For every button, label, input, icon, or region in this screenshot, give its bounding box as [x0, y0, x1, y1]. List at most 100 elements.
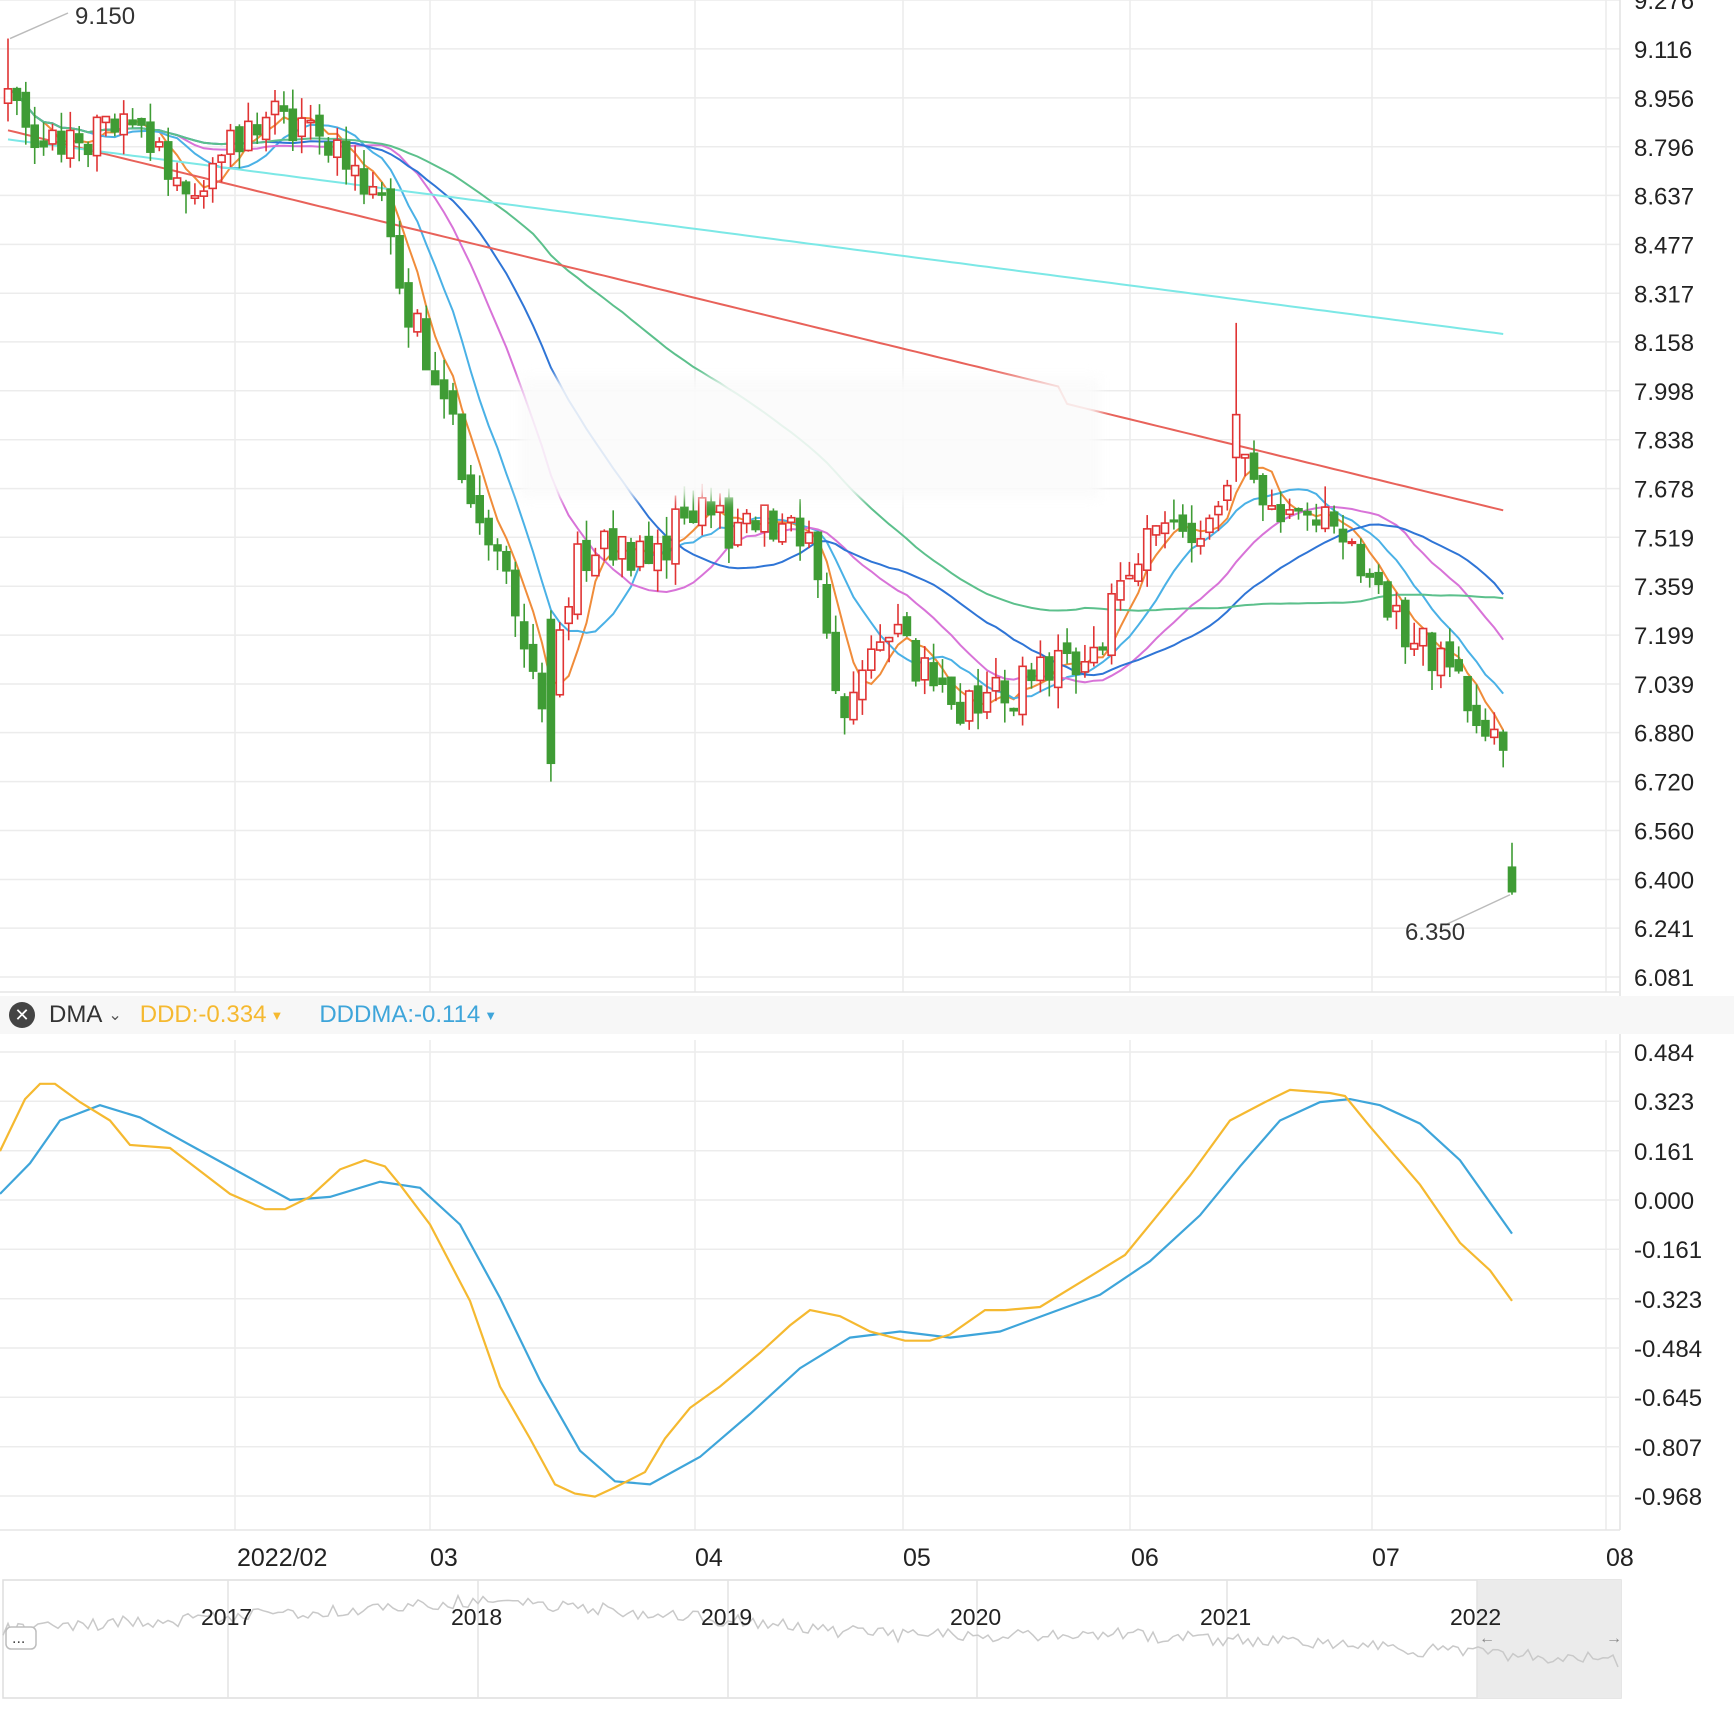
candle-up[interactable] [982, 691, 992, 713]
candle-up[interactable] [1347, 541, 1357, 545]
candle-up[interactable] [875, 641, 885, 651]
candle-down[interactable] [1463, 675, 1472, 712]
candle-down[interactable] [840, 696, 849, 719]
candle-down[interactable] [457, 413, 467, 481]
candle-down[interactable] [1178, 514, 1188, 532]
candle-down[interactable] [341, 140, 351, 170]
candle-down[interactable] [528, 643, 538, 672]
candle-down[interactable] [1098, 646, 1107, 651]
candle-down[interactable] [955, 701, 965, 724]
candle-up[interactable] [849, 691, 858, 721]
candle-up[interactable] [217, 154, 226, 163]
candle-up[interactable] [742, 512, 752, 525]
candle-up[interactable] [777, 523, 787, 543]
candle-up[interactable] [866, 648, 876, 671]
candle-down[interactable] [110, 118, 120, 133]
candle-down[interactable] [1294, 508, 1303, 512]
candle-down[interactable] [181, 181, 191, 195]
candle-up[interactable] [1160, 522, 1170, 535]
candle-down[interactable] [519, 621, 529, 650]
candle-up[interactable] [573, 543, 582, 616]
candle-up[interactable] [1018, 665, 1027, 716]
candle-down[interactable] [235, 126, 244, 153]
navigator-right-handle-icon[interactable]: → [1606, 1630, 1622, 1647]
candle-up[interactable] [1409, 642, 1419, 650]
chevron-down-icon[interactable]: ⌄ [108, 1007, 122, 1024]
candle-down[interactable] [1427, 632, 1437, 672]
candle-down[interactable] [39, 140, 48, 148]
candle-down[interactable] [502, 550, 511, 572]
candle-up[interactable] [653, 542, 663, 572]
candle-down[interactable] [795, 517, 805, 547]
candle-down[interactable] [12, 87, 22, 102]
candle-down[interactable] [1187, 522, 1196, 544]
candle-down[interactable] [74, 133, 84, 144]
candle-down[interactable] [137, 117, 146, 126]
candle-down[interactable] [680, 506, 689, 519]
candle-up[interactable] [991, 676, 1001, 692]
candle-down[interactable] [430, 370, 440, 386]
candle-down[interactable] [626, 541, 636, 571]
candle-down[interactable] [1481, 719, 1490, 737]
candle-down[interactable] [252, 124, 262, 136]
candle-down[interactable] [1009, 707, 1019, 712]
candle-down[interactable] [57, 130, 66, 155]
candle-up[interactable] [413, 312, 422, 333]
ddd-value[interactable]: DDD:-0.334 ▼ [139, 1001, 284, 1028]
more-button[interactable] [5, 1626, 37, 1650]
candle-down[interactable] [30, 124, 40, 149]
candle-up[interactable] [1285, 509, 1294, 516]
candle-up[interactable] [555, 629, 565, 696]
candle-up[interactable] [591, 554, 600, 577]
candle-up[interactable] [92, 116, 102, 157]
candle-down[interactable] [1169, 519, 1179, 523]
candle-down[interactable] [1045, 656, 1054, 681]
candle-up[interactable] [1036, 656, 1045, 682]
candle-down[interactable] [484, 517, 493, 546]
candle-up[interactable] [1392, 604, 1401, 613]
candle-down[interactable] [608, 528, 618, 561]
candle-up[interactable] [599, 530, 609, 550]
candle-down[interactable] [706, 501, 716, 516]
candle-up[interactable] [1080, 660, 1090, 673]
candle-down[interactable] [83, 143, 93, 156]
candle-up[interactable] [671, 508, 680, 565]
candle-up[interactable] [635, 540, 645, 568]
candle-up[interactable] [172, 177, 182, 187]
candle-down[interactable] [947, 676, 956, 705]
candle-up[interactable] [1151, 525, 1161, 536]
candle-down[interactable] [404, 282, 413, 328]
candle-down[interactable] [421, 318, 431, 371]
candle-up[interactable] [1089, 646, 1099, 664]
candle-up[interactable] [1418, 627, 1428, 647]
candle-up[interactable] [1116, 580, 1125, 601]
candle-down[interactable] [1507, 866, 1517, 893]
candle-up[interactable] [964, 690, 974, 722]
candle-down[interactable] [662, 535, 671, 561]
candle-down[interactable] [1071, 651, 1081, 676]
candle-down[interactable] [279, 105, 289, 112]
candle-up[interactable] [697, 497, 707, 527]
candle-up[interactable] [1125, 574, 1134, 580]
candle-up[interactable] [1240, 453, 1250, 459]
candle-down[interactable] [1383, 581, 1392, 618]
candle-up[interactable] [1205, 517, 1214, 534]
candle-up[interactable] [199, 190, 209, 197]
candle-down[interactable] [1249, 452, 1259, 480]
candle-down[interactable] [546, 618, 556, 765]
candle-up[interactable] [3, 88, 13, 105]
candle-down[interactable] [386, 188, 396, 238]
candle-up[interactable] [1134, 563, 1143, 582]
candle-up[interactable] [1053, 649, 1063, 689]
candle-down[interactable] [1000, 680, 1010, 704]
candle-down[interactable] [724, 497, 734, 549]
candle-down[interactable] [902, 616, 912, 637]
candle-up[interactable] [1107, 592, 1116, 657]
candle-down[interactable] [813, 531, 823, 581]
candle-up[interactable] [190, 195, 200, 200]
candle-up[interactable] [920, 657, 930, 681]
candle-down[interactable] [493, 544, 502, 552]
candle-up[interactable] [1142, 528, 1152, 572]
candle-down[interactable] [146, 121, 155, 153]
